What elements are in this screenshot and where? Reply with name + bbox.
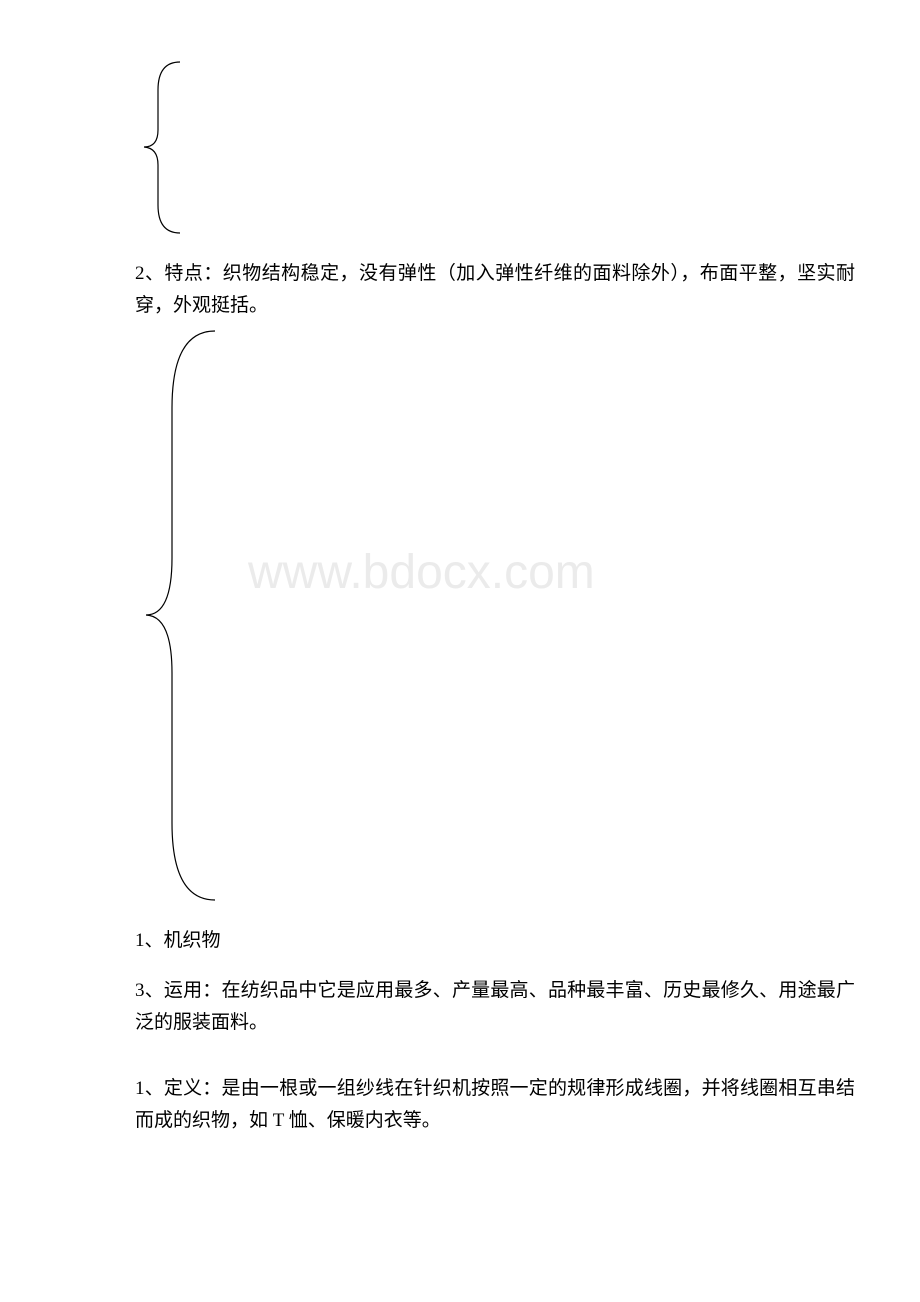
page-content: www.bdocx.com 2、特点：织物结构稳定，没有弹性（加入弹性纤维的面料…: [0, 0, 920, 120]
watermark-text: www.bdocx.com: [248, 545, 595, 600]
curly-brace-large: [140, 328, 230, 903]
curly-brace-small: [140, 60, 190, 235]
paragraph-features: 2、特点：织物结构稳定，没有弹性（加入弹性纤维的面料除外），布面平整，坚实耐穿，…: [135, 258, 855, 323]
para-3-text: 3、运用：在纺织品中它是应用最多、产量最高、品种最丰富、历史最修久、用途最广泛的…: [135, 980, 855, 1033]
paragraph-usage: 3、运用：在纺织品中它是应用最多、产量最高、品种最丰富、历史最修久、用途最广泛的…: [135, 975, 855, 1040]
paragraph-woven-fabric: 1、机织物: [135, 925, 855, 957]
para-2-text: 1、机织物: [135, 930, 221, 951]
para-4-text: 1、定义：是由一根或一组纱线在针织机按照一定的规律形成线圈，并将线圈相互串结而成…: [135, 1078, 855, 1131]
paragraph-definition: 1、定义：是由一根或一组纱线在针织机按照一定的规律形成线圈，并将线圈相互串结而成…: [135, 1073, 855, 1138]
para-1-text: 2、特点：织物结构稳定，没有弹性（加入弹性纤维的面料除外），布面平整，坚实耐穿，…: [135, 263, 855, 316]
